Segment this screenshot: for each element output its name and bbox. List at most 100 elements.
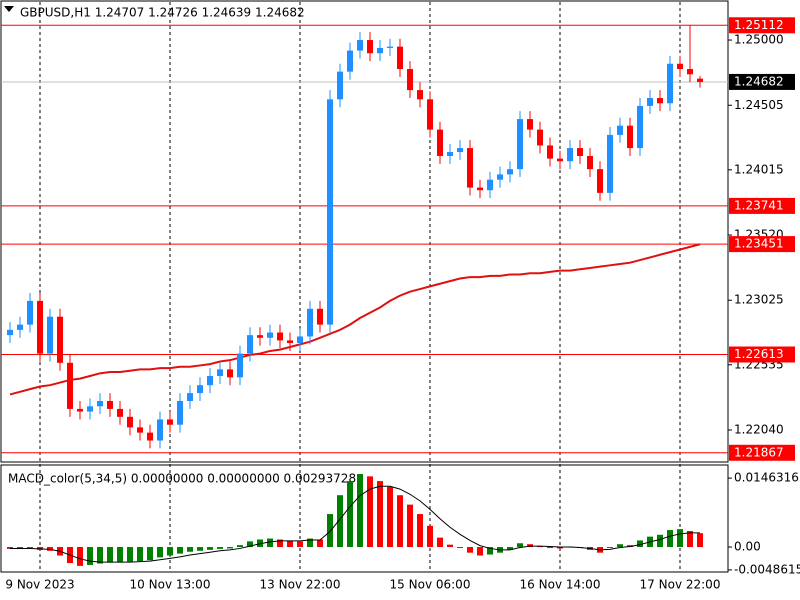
candle-body: [157, 419, 163, 441]
histogram-bar: [347, 481, 353, 548]
candle-body: [237, 353, 243, 378]
level-label: 1.23451: [734, 237, 784, 251]
candle-body: [117, 408, 123, 417]
histogram-bar: [267, 538, 273, 548]
candle-body: [587, 155, 593, 170]
candle-body: [647, 98, 653, 106]
histogram-bar: [87, 547, 93, 565]
candle-body: [387, 46, 393, 48]
candle-body: [447, 152, 453, 156]
histogram-bar: [677, 529, 683, 548]
y-tick-label: 0.00: [734, 540, 761, 554]
candle-body: [467, 148, 473, 188]
candle-body: [537, 129, 543, 146]
signal-line: [10, 485, 700, 563]
candle-body: [417, 90, 423, 100]
histogram-bar: [127, 547, 133, 562]
candle-body: [67, 362, 73, 409]
macd-panel: [0, 464, 729, 573]
x-tick-label: 9 Nov 2023: [5, 578, 74, 592]
level-label-box: [729, 17, 795, 34]
histogram-bar: [307, 538, 313, 548]
histogram-bar: [167, 547, 173, 556]
candle-body: [627, 125, 633, 149]
x-tick-label: 13 Nov 22:00: [260, 578, 341, 592]
histogram-bar: [207, 547, 213, 550]
candle-body: [207, 375, 213, 386]
histogram-bar: [507, 547, 513, 550]
candle-body: [697, 78, 703, 82]
candle-body: [637, 105, 643, 149]
candle-body: [397, 46, 403, 70]
candle-body: [27, 300, 33, 325]
candle-body: [597, 169, 603, 193]
histogram-bar: [147, 547, 153, 561]
candle-body: [217, 369, 223, 376]
candle-body: [427, 99, 433, 130]
candle-body: [87, 406, 93, 412]
chart-title: GBPUSD,H1 1.24707 1.24726 1.24639 1.2468…: [20, 6, 305, 20]
histogram-bar: [637, 540, 643, 548]
level-label: 1.22613: [734, 347, 784, 361]
y-tick-label: 1.24015: [734, 162, 784, 176]
candle-body: [657, 98, 663, 104]
macd-title: MACD_color(5,34,5) 0.00000000 0.00000000…: [8, 472, 356, 486]
candle-body: [7, 329, 13, 336]
candle-body: [317, 308, 323, 325]
histogram-bar: [377, 481, 383, 548]
candle-body: [17, 324, 23, 330]
candle-body: [437, 129, 443, 156]
histogram-bar: [17, 547, 23, 549]
candle-body: [77, 408, 83, 412]
histogram-bar: [417, 514, 423, 548]
histogram-bar: [427, 525, 433, 548]
histogram-bar: [277, 539, 283, 548]
price-panel: [0, 0, 729, 463]
histogram-bar: [407, 504, 413, 548]
y-tick-label: 1.25000: [734, 33, 784, 47]
candle-body: [507, 169, 513, 175]
moving-average: [9, 243, 701, 396]
histogram-bar: [177, 547, 183, 554]
candle-body: [147, 432, 153, 441]
histogram-bar: [467, 547, 473, 553]
last-price-label: 1.24682: [734, 74, 784, 88]
y-tick-label: 1.24505: [734, 98, 784, 112]
histogram-bar: [547, 547, 553, 549]
histogram-bar: [157, 547, 163, 558]
menu-arrow[interactable]: [4, 6, 14, 12]
candle-body: [367, 40, 373, 54]
candle-body: [127, 416, 133, 428]
candle-body: [287, 340, 293, 344]
candle-body: [187, 393, 193, 402]
candle-body: [327, 99, 333, 325]
candle-body: [107, 401, 113, 409]
histogram-bar: [607, 547, 613, 549]
candle-body: [307, 308, 313, 337]
candle-body: [547, 145, 553, 159]
candle-body: [567, 148, 573, 162]
histogram-bar: [217, 547, 223, 549]
candle-body: [47, 316, 53, 354]
candle-body: [357, 40, 363, 51]
histogram-bar: [557, 547, 563, 549]
histogram-bar: [197, 547, 203, 551]
candle-body: [617, 125, 623, 135]
histogram-bar: [117, 547, 123, 563]
candle-body: [337, 71, 343, 100]
histogram-bar: [667, 530, 673, 548]
level-label-box: [729, 236, 795, 253]
x-tick-label: 16 Nov 14:00: [520, 578, 601, 592]
histogram-bar: [517, 543, 523, 548]
candle-body: [97, 401, 103, 407]
histogram-bar: [687, 531, 693, 548]
level-label: 1.21867: [734, 445, 784, 459]
candle-body: [177, 401, 183, 425]
candle-body: [577, 148, 583, 156]
histogram-bar: [297, 541, 303, 548]
histogram-bar: [327, 514, 333, 548]
histogram-bar: [357, 474, 363, 548]
y-tick-label: 0.0146316: [734, 471, 799, 485]
histogram-bar: [437, 537, 443, 548]
candle-body: [407, 69, 413, 91]
